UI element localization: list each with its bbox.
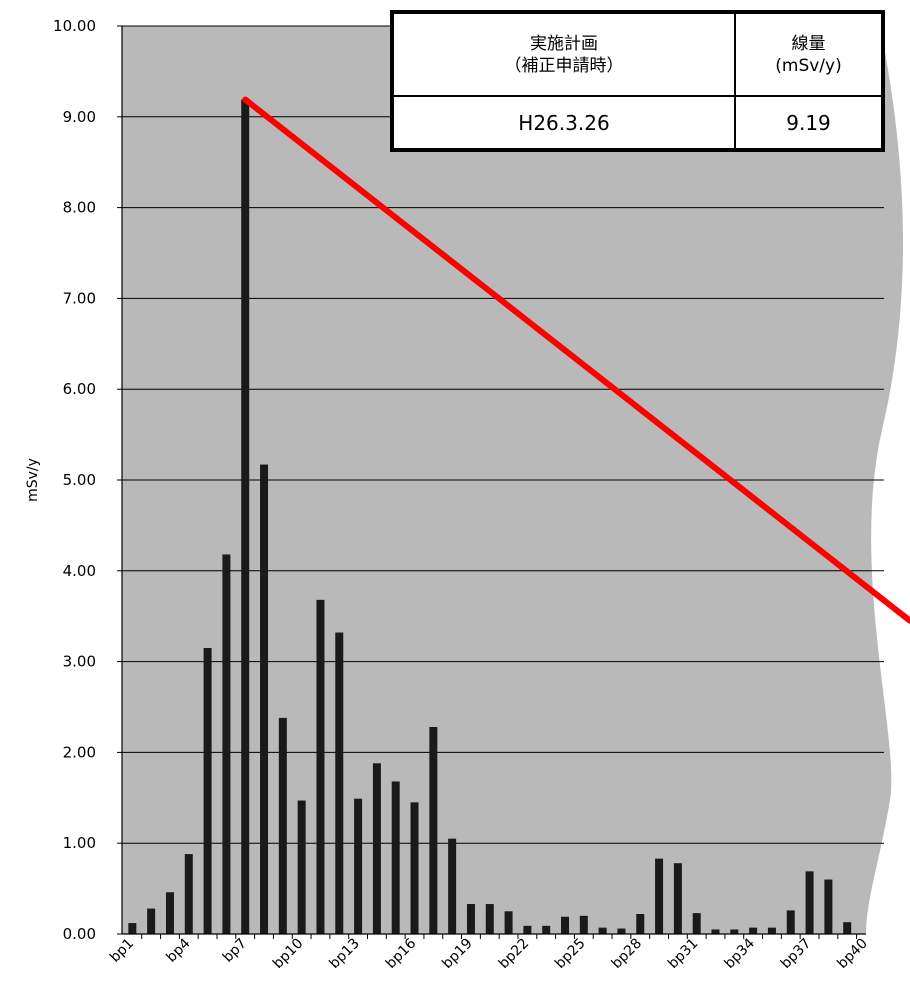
bar-bp28 xyxy=(636,914,645,934)
x-tick-label: bp31 xyxy=(665,936,701,972)
x-tick-label: bp7 xyxy=(220,936,250,966)
header-plan-line1: 実施計画 xyxy=(530,33,598,54)
x-tick-label: bp25 xyxy=(552,936,588,972)
y-tick-labels: 0.00 1.00 2.00 3.00 4.00 5.00 6.00 7.00 8.00 9.00… xyxy=(53,17,96,943)
bar-bp24 xyxy=(561,916,570,934)
row-dose-value: 9.19 xyxy=(734,95,884,151)
x-tick-label: bp1 xyxy=(107,936,137,966)
bars xyxy=(128,99,852,935)
y-tick-label: 1.00 xyxy=(63,834,96,852)
bar-bp20 xyxy=(485,904,494,934)
header-dose-cell: 線量 (mSv/y) xyxy=(734,11,884,97)
bar-bp3 xyxy=(165,892,174,934)
bar-bp11 xyxy=(316,599,325,934)
x-tick-label: bp37 xyxy=(778,936,814,972)
header-plan-line2: （補正申請時） xyxy=(504,55,624,76)
bar-bp25 xyxy=(579,915,588,934)
bar-bp35 xyxy=(767,927,776,934)
bar-bp33 xyxy=(730,929,739,934)
bar-bp15 xyxy=(391,781,400,934)
bar-bp19 xyxy=(466,904,475,934)
x-tick-label: bp4 xyxy=(163,935,193,965)
bar-bp4 xyxy=(184,854,193,934)
bar-bp32 xyxy=(711,929,720,934)
y-tick-label: 10.00 xyxy=(53,17,96,35)
bar-bp12 xyxy=(335,632,344,934)
x-tick-label: bp28 xyxy=(609,936,645,972)
axes xyxy=(117,25,866,939)
bar-bp1 xyxy=(128,923,137,934)
x-tick-labels: bp1 bp4 bp7 bp10 bp13 bp16 bp19 bp22 bp25 bp28 bp3… xyxy=(107,935,871,972)
y-tick-label: 9.00 xyxy=(63,108,96,126)
header-dose-line2: (mSv/y) xyxy=(775,55,842,76)
row-plan-date: H26.3.26 xyxy=(391,95,736,151)
x-tick-label: bp13 xyxy=(326,936,362,972)
y-tick-label: 3.00 xyxy=(63,653,96,671)
bar-bp34 xyxy=(749,927,758,934)
y-axis-title: mSv/y xyxy=(25,458,41,502)
bar-bp8 xyxy=(260,464,269,934)
info-table: 実施計画 （補正申請時） 線量 (mSv/y) H26.3.26 9.19 xyxy=(390,10,885,152)
y-tick-label: 8.00 xyxy=(63,199,96,217)
trend-line xyxy=(242,96,910,624)
y-tick-label: 6.00 xyxy=(63,380,96,398)
bar-bp6 xyxy=(222,554,231,934)
x-tick-label: bp34 xyxy=(721,935,758,972)
bar-bp38 xyxy=(824,879,833,934)
y-tick-label: 5.00 xyxy=(63,471,96,489)
bar-bp5 xyxy=(203,647,212,934)
bar-bp23 xyxy=(542,925,551,934)
bar-bp37 xyxy=(805,871,814,934)
bar-bp14 xyxy=(372,763,381,934)
bar-bp2 xyxy=(147,908,156,934)
bar-bp30 xyxy=(673,863,682,934)
bar-bp7 xyxy=(241,99,250,935)
bar-bp31 xyxy=(692,913,701,934)
bar-bp13 xyxy=(354,798,363,934)
y-tick-label: 4.00 xyxy=(63,562,96,580)
y-tick-label: 7.00 xyxy=(63,289,96,307)
bar-bp39 xyxy=(843,922,852,934)
x-tick-label: bp22 xyxy=(496,936,532,972)
x-tick-label: bp19 xyxy=(439,936,475,972)
bar-bp29 xyxy=(655,858,664,934)
bar-bp36 xyxy=(786,910,795,934)
bar-bp26 xyxy=(598,927,607,934)
bar-bp17 xyxy=(429,726,438,934)
header-dose-line1: 線量 xyxy=(791,33,826,54)
bar-bp18 xyxy=(448,838,457,934)
red-trend-line xyxy=(242,96,910,624)
y-tick-label: 2.00 xyxy=(63,743,96,761)
bar-bp16 xyxy=(410,802,419,934)
x-tick-label: bp40 xyxy=(834,936,870,972)
y-tick-label: 0.00 xyxy=(63,925,96,943)
bar-bp22 xyxy=(523,925,532,934)
bar-bp9 xyxy=(278,717,287,934)
x-tick-label: bp10 xyxy=(270,936,306,972)
x-tick-label: bp16 xyxy=(383,935,420,972)
bar-bp27 xyxy=(617,928,626,934)
bar-bp10 xyxy=(297,800,306,934)
bar-bp21 xyxy=(504,911,513,934)
header-plan-cell: 実施計画 （補正申請時） xyxy=(391,11,736,97)
